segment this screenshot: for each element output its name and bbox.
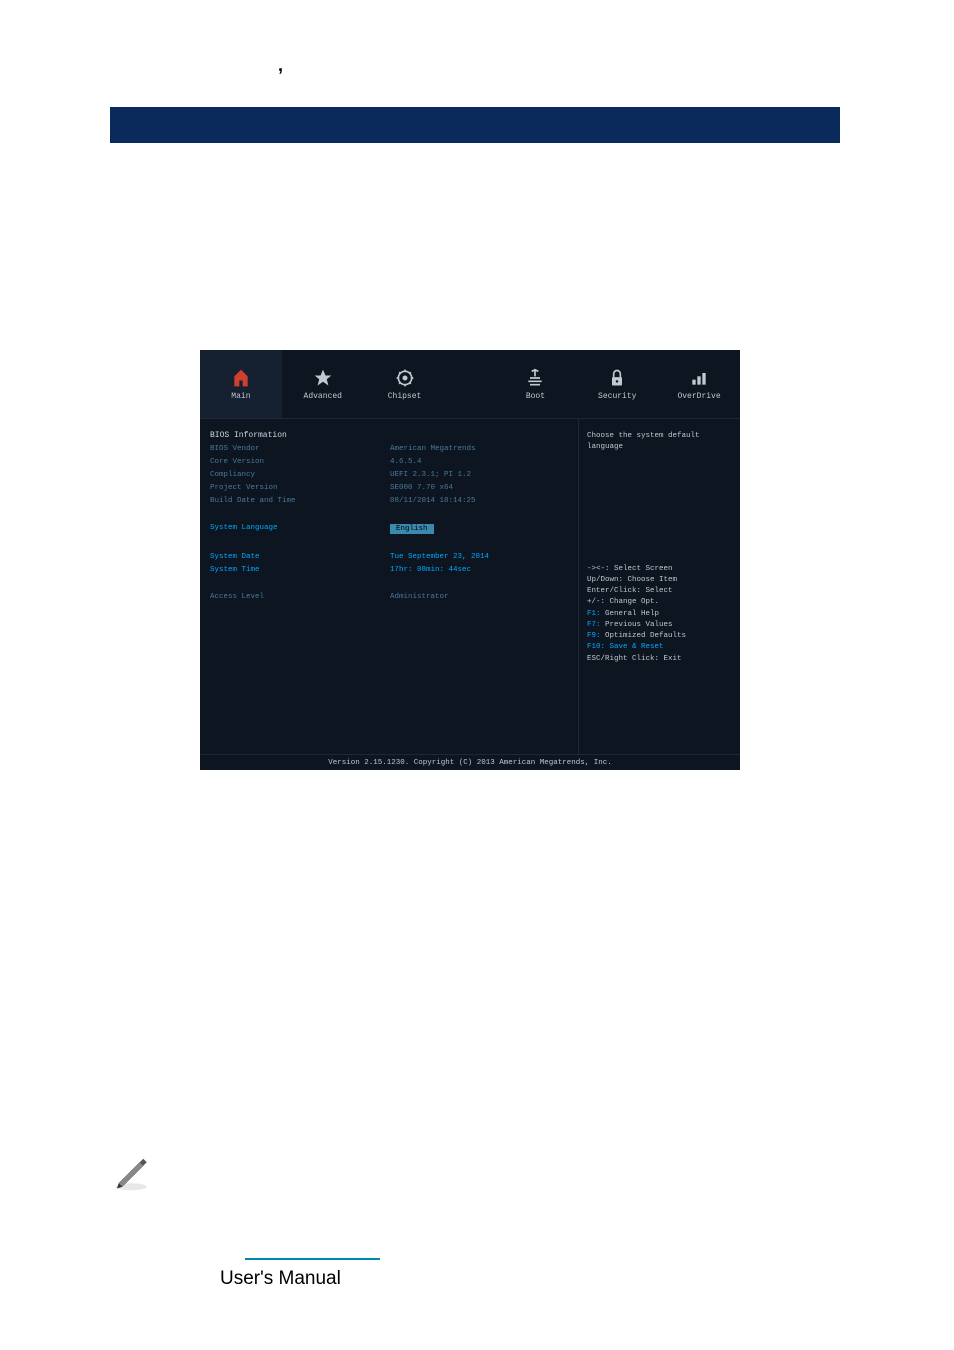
bios-screenshot: Main Advanced Chipset Boot Security Over…	[200, 350, 740, 770]
keyhelp-row: F9: Optimized Defaults	[587, 631, 732, 642]
boot-icon	[525, 368, 545, 388]
key-help: -><-: Select Screen Up/Down: Choose Item…	[587, 564, 732, 665]
keyhelp-row: -><-: Select Screen	[587, 564, 732, 575]
tab-spacer	[445, 350, 494, 418]
tab-boot[interactable]: Boot	[495, 350, 577, 418]
keyhelp-row: F7: Previous Values	[587, 620, 732, 631]
info-value: 4.6.5.4	[390, 458, 568, 466]
info-label: Core Version	[210, 458, 390, 466]
system-time-label: System Time	[210, 566, 390, 574]
info-row-builddate: Build Date and Time 08/11/2014 18:14:25	[210, 497, 568, 505]
system-language-label: System Language	[210, 524, 390, 534]
info-label: BIOS Vendor	[210, 445, 390, 453]
keyhelp-row: F1: General Help	[587, 609, 732, 620]
info-value: SE000 7.70 x64	[390, 484, 568, 492]
system-date-row[interactable]: System Date Tue September 23, 2014	[210, 553, 568, 561]
info-label: Build Date and Time	[210, 497, 390, 505]
star-icon	[313, 368, 333, 388]
keyhelp-row: F10: Save & Reset	[587, 642, 732, 653]
info-row-compliancy: Compliancy UEFI 2.3.1; PI 1.2	[210, 471, 568, 479]
tab-label: Advanced	[304, 392, 342, 401]
system-date-value[interactable]: Tue September 23, 2014	[390, 553, 568, 561]
system-time-value[interactable]: 17hr: 08min: 44sec	[390, 566, 568, 574]
tab-label: Chipset	[388, 392, 422, 401]
info-value: 08/11/2014 18:14:25	[390, 497, 568, 505]
tab-security[interactable]: Security	[576, 350, 658, 418]
tab-chipset[interactable]: Chipset	[364, 350, 446, 418]
tab-main[interactable]: Main	[200, 350, 282, 418]
header-blue-bar	[110, 107, 840, 143]
system-language-value[interactable]: English	[390, 524, 434, 534]
tab-label: OverDrive	[677, 392, 720, 401]
access-level-value: Administrator	[390, 593, 568, 601]
info-value: UEFI 2.3.1; PI 1.2	[390, 471, 568, 479]
bios-right-panel: Choose the system default language -><-:…	[578, 419, 740, 754]
keyhelp-row: Enter/Click: Select	[587, 586, 732, 597]
tab-overdrive[interactable]: OverDrive	[658, 350, 740, 418]
tab-advanced[interactable]: Advanced	[282, 350, 364, 418]
home-icon	[231, 368, 251, 388]
info-row-vendor: BIOS Vendor American Megatrends	[210, 445, 568, 453]
stray-comma: ,	[278, 55, 283, 76]
bios-info-header: BIOS Information	[210, 431, 568, 440]
tab-label: Main	[231, 392, 250, 401]
bios-copyright: Version 2.15.1230. Copyright (C) 2013 Am…	[200, 754, 740, 771]
graph-icon	[689, 368, 709, 388]
tab-label: Boot	[526, 392, 545, 401]
access-level-row: Access Level Administrator	[210, 593, 568, 601]
info-value: American Megatrends	[390, 445, 568, 453]
lock-icon	[607, 368, 627, 388]
gear-icon	[395, 368, 415, 388]
system-date-label: System Date	[210, 553, 390, 561]
system-time-row[interactable]: System Time 17hr: 08min: 44sec	[210, 566, 568, 574]
keyhelp-row: +/-: Change Opt.	[587, 597, 732, 608]
info-row-project: Project Version SE000 7.70 x64	[210, 484, 568, 492]
footer-manual-label: User's Manual	[220, 1268, 341, 1290]
tab-label: Security	[598, 392, 636, 401]
pen-note-icon	[110, 1150, 152, 1192]
bios-left-panel: BIOS Information BIOS Vendor American Me…	[200, 419, 578, 754]
system-language-row[interactable]: System Language English	[210, 524, 568, 534]
info-row-core: Core Version 4.6.5.4	[210, 458, 568, 466]
keyhelp-row: ESC/Right Click: Exit	[587, 654, 732, 665]
keyhelp-row: Up/Down: Choose Item	[587, 575, 732, 586]
help-description: Choose the system default language	[587, 431, 732, 454]
info-label: Compliancy	[210, 471, 390, 479]
bios-body: BIOS Information BIOS Vendor American Me…	[200, 419, 740, 754]
bios-tab-bar: Main Advanced Chipset Boot Security Over…	[200, 350, 740, 419]
info-label: Project Version	[210, 484, 390, 492]
access-level-label: Access Level	[210, 593, 390, 601]
footer-underline	[245, 1258, 380, 1260]
